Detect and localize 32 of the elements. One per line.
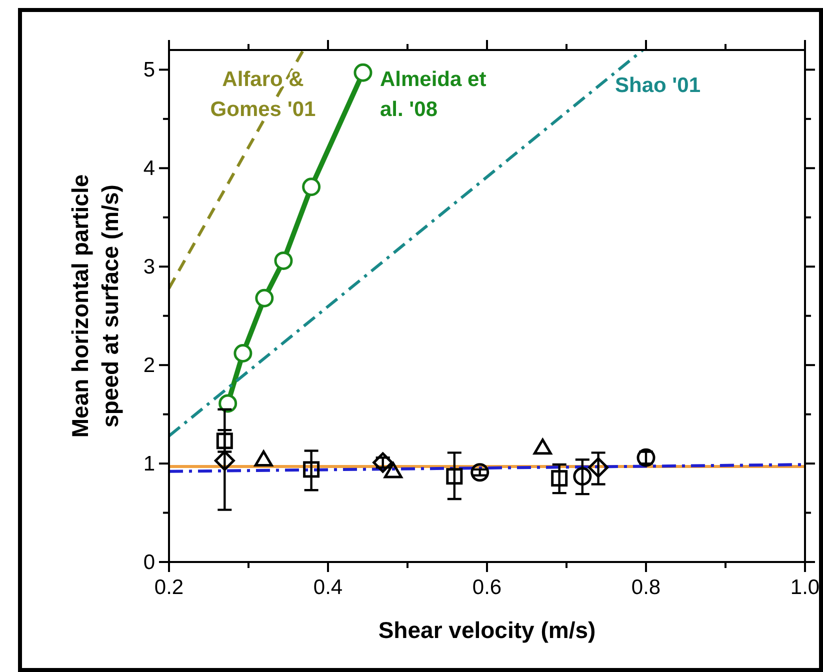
point: [234, 344, 252, 363]
point: [372, 452, 394, 473]
y-tick-label: 5: [143, 58, 155, 82]
series-label: Shao '01: [615, 74, 701, 97]
point: [274, 251, 293, 270]
point: [216, 432, 233, 450]
point: [255, 288, 274, 308]
series-label: Almeida et al. '08: [380, 68, 486, 121]
point: [218, 394, 238, 413]
point: [588, 457, 609, 478]
y-tick-label: 2: [143, 354, 155, 378]
point: [384, 462, 402, 478]
x-axis-title: Shear velocity (m/s): [378, 617, 596, 643]
point: [254, 450, 273, 466]
x-tick-label: 0.6: [472, 576, 502, 599]
point: [573, 467, 592, 486]
point: [302, 178, 321, 196]
point: [533, 438, 552, 455]
point: [446, 468, 463, 485]
x-tick-label: 0.8: [631, 576, 661, 599]
point: [303, 461, 320, 478]
x-tick-label: 0.4: [313, 576, 343, 599]
y-tick-label: 3: [143, 256, 155, 279]
point: [354, 63, 372, 82]
point: [470, 463, 490, 482]
y-tick-label: 0: [143, 551, 155, 574]
x-tick-label: 1.0: [790, 576, 820, 599]
x-tick-label: 0.2: [154, 576, 184, 599]
point: [551, 470, 568, 487]
y-tick-label: 4: [143, 157, 156, 180]
y-axis-title: Mean horizontal particle speed at surface (m/s): [67, 174, 123, 438]
y-tick-label: 1: [143, 452, 155, 476]
